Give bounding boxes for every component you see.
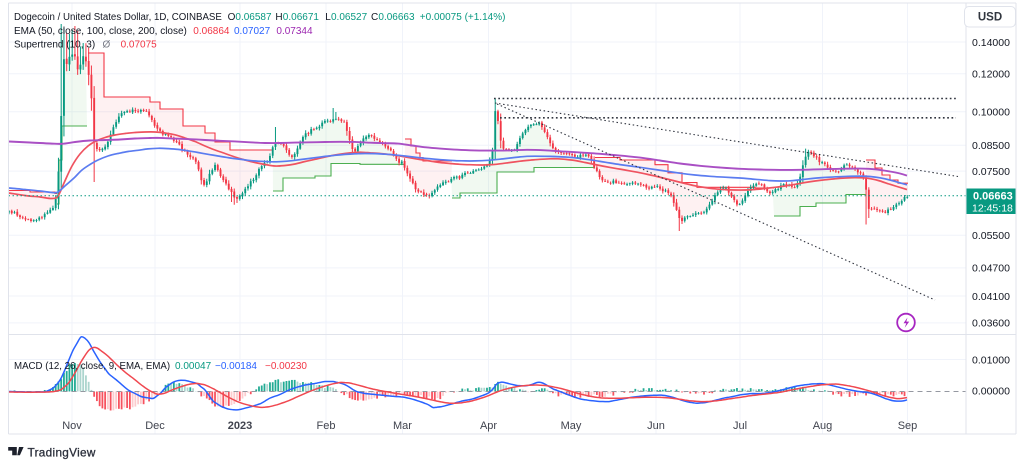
svg-text:O: O <box>228 12 236 23</box>
svg-text:−0.00230: −0.00230 <box>265 361 307 372</box>
svg-text:Dogecoin / United States Dolla: Dogecoin / United States Dollar, 1D, COI… <box>14 12 222 23</box>
svg-text:0.04700: 0.04700 <box>972 263 1010 275</box>
svg-text:0.05500: 0.05500 <box>972 230 1010 242</box>
svg-text:L: L <box>325 12 331 23</box>
svg-text:0.04100: 0.04100 <box>972 291 1010 303</box>
svg-text:0.01000: 0.01000 <box>972 354 1010 366</box>
svg-text:0.12000: 0.12000 <box>972 69 1010 81</box>
svg-text:0.06671: 0.06671 <box>283 12 320 23</box>
svg-text:0.07075: 0.07075 <box>121 40 158 51</box>
svg-text:Nov: Nov <box>62 420 82 432</box>
svg-text:Sep: Sep <box>898 420 918 432</box>
svg-text:−0.00184: −0.00184 <box>215 361 257 372</box>
svg-text:0.06663: 0.06663 <box>378 12 415 23</box>
svg-text:Jul: Jul <box>733 420 747 432</box>
svg-text:Aug: Aug <box>813 420 833 432</box>
svg-text:0.10000: 0.10000 <box>972 107 1010 119</box>
svg-text:EMA (50, close, 100, close, 20: EMA (50, close, 100, close, 200, close) <box>14 26 187 37</box>
svg-text:0.08500: 0.08500 <box>972 140 1010 152</box>
svg-text:0.00047: 0.00047 <box>175 361 212 372</box>
svg-text:2023: 2023 <box>228 420 252 432</box>
svg-text:H: H <box>275 12 282 23</box>
svg-text:0.06864: 0.06864 <box>193 26 230 37</box>
svg-text:Jun: Jun <box>647 420 665 432</box>
svg-text:Dec: Dec <box>145 420 165 432</box>
svg-text:Ø: Ø <box>103 40 111 51</box>
svg-text:Feb: Feb <box>317 420 336 432</box>
svg-text:0.07500: 0.07500 <box>972 166 1010 178</box>
svg-text:0.14000: 0.14000 <box>972 37 1010 49</box>
svg-text:+0.00075 (+1.14%): +0.00075 (+1.14%) <box>420 12 506 23</box>
svg-text:0.06527: 0.06527 <box>331 12 368 23</box>
svg-text:0.07027: 0.07027 <box>234 26 271 37</box>
svg-text:MACD (12, 26, close, 9, EMA, E: MACD (12, 26, close, 9, EMA, EMA) <box>14 361 170 372</box>
svg-text:Supertrend (10, 3): Supertrend (10, 3) <box>14 40 95 51</box>
svg-text:TradingView: TradingView <box>28 445 96 459</box>
svg-text:0.00000: 0.00000 <box>972 385 1010 397</box>
svg-text:USD: USD <box>978 12 1002 24</box>
svg-text:Mar: Mar <box>393 420 412 432</box>
svg-text:May: May <box>561 420 582 432</box>
svg-text:0.07344: 0.07344 <box>276 26 313 37</box>
svg-text:12:45:18: 12:45:18 <box>972 203 1013 215</box>
svg-text:0.06663: 0.06663 <box>973 191 1013 203</box>
svg-text:0.03600: 0.03600 <box>972 318 1010 330</box>
svg-text:0.06587: 0.06587 <box>235 12 272 23</box>
svg-text:Apr: Apr <box>480 420 497 432</box>
svg-text:C: C <box>371 12 378 23</box>
